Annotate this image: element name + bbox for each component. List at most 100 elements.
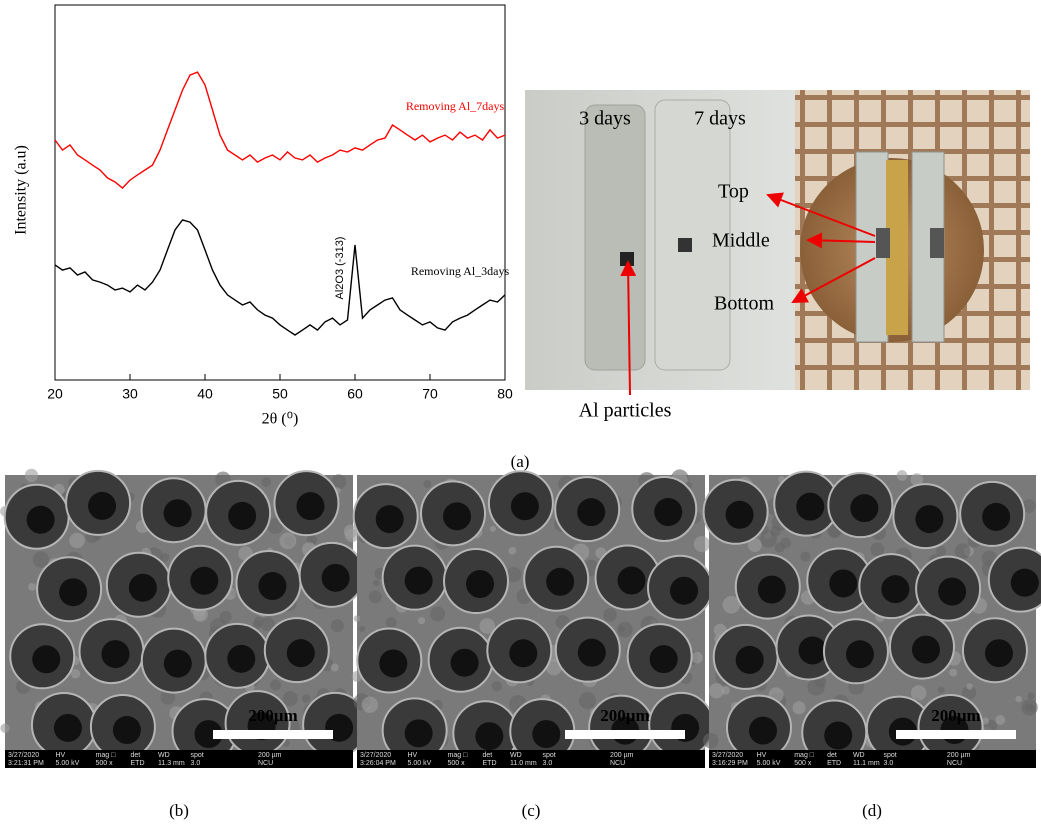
sem-pore [650,645,678,673]
caption: (b) [169,801,189,820]
sem-pore [475,722,503,750]
sem-pore [379,649,407,677]
photo-label: Top [718,181,749,203]
sem-pore [799,636,827,664]
photo-label: Middle [712,230,770,252]
x-tick-label: 70 [422,386,438,402]
sem-texture [331,619,344,632]
sem-pore [578,639,606,667]
scale-bar [896,730,1016,739]
sem-texture [870,542,884,556]
sem-pore [101,640,129,668]
sem-texture [800,551,810,561]
sem-texture [430,606,445,621]
sem-texture [911,685,926,700]
sem-pore [296,492,324,520]
sem-texture [1029,705,1035,711]
sem-pore [287,639,315,667]
info-text: HV [757,752,767,759]
sem-pore [532,720,560,748]
info-text: 5.00 kV [408,760,432,767]
info-text: HV [408,752,418,759]
x-tick-label: 20 [47,386,63,402]
sem-pore [912,636,940,664]
sem-pore [190,567,218,595]
info-text: 3:21:31 PM [8,760,44,767]
info-text: 11.0 mm [510,760,537,767]
info-text: ETD [827,760,841,767]
sem-pore [227,645,255,673]
sem-texture [709,683,724,698]
info-text: 5.00 kV [56,760,80,767]
sem-texture [949,669,957,677]
sem-pore [915,505,943,533]
info-text: NCU [610,760,625,767]
x-axis-label: 2θ (⁰) [262,411,299,428]
info-text: 3.0 [191,760,201,767]
x-tick-label: 30 [122,386,138,402]
sem-texture [331,663,339,671]
info-text: HV [56,752,66,759]
scale-label: 200µm [931,706,980,725]
sem-pore [846,640,874,668]
info-text: ETD [483,760,497,767]
info-text: mag □ [448,752,469,759]
sem-texture [508,547,516,555]
sem-texture [617,622,633,638]
grid-cell [795,122,1030,127]
sem-pore [577,498,605,526]
caption: (d) [862,801,882,820]
info-text: 200 µm [258,752,282,759]
sem-texture [492,681,502,691]
info-text: det [131,752,141,759]
sem-pore [670,577,698,605]
plot-frame [55,5,505,380]
sem-texture [955,543,971,559]
sem-texture [490,526,496,532]
sem-pore [32,645,60,673]
info-text: 3/27/2020 [712,752,743,759]
particle [620,252,634,266]
sem-pore [982,503,1010,531]
sem-texture [283,691,298,706]
grid-cell [989,90,994,390]
info-text: WD [510,752,522,759]
scale-label: 200µm [248,706,297,725]
sem-pore [1011,569,1039,597]
figure: 3 days 7 days Top Middle Bottom Al parti… [0,0,1041,829]
info-text: 11.3 mm [158,760,185,767]
photo: 3 days 7 days Top Middle Bottom Al parti… [525,90,1030,422]
sem-texture [966,683,972,689]
x-tick-label: 60 [347,386,363,402]
info-text: WD [853,752,865,759]
sem-pore [749,717,777,745]
sem-texture [995,715,1005,725]
info-text: 11.1 mm [853,760,880,767]
sem-pore [546,568,574,596]
info-text: 200 µm [610,752,634,759]
particle [876,228,890,258]
sem-pore [258,572,286,600]
sem-texture [386,617,397,628]
sem-texture [603,608,617,622]
sem-pore [113,716,141,744]
sem-texture [25,469,38,482]
annotation: Al2O3 (-313) [334,237,346,300]
sem-texture [775,542,785,552]
sem-texture [691,652,702,663]
sem-texture [28,583,36,591]
sem-pore [758,576,786,604]
sem-pore [466,570,494,598]
photo-label: 3 days [579,108,631,130]
sem-pore [228,502,256,530]
particle [930,228,944,258]
sem-pore [850,494,878,522]
info-text: WD [158,752,170,759]
sem-texture [262,477,272,487]
sem-pore [938,578,966,606]
sem-pore [881,575,909,603]
x-tick-label: 50 [272,386,288,402]
sem-texture [279,532,296,549]
info-text: NCU [947,760,962,767]
scale-bar [213,730,333,739]
